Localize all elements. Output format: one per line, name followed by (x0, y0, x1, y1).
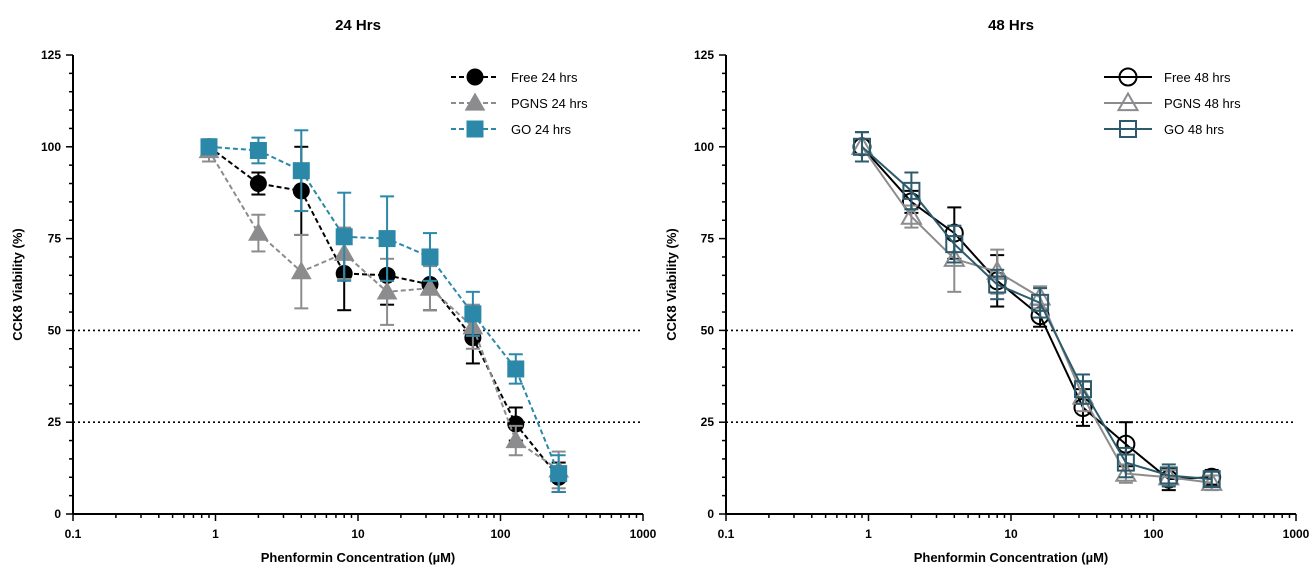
legend-label: GO 48 hrs (1164, 122, 1224, 137)
y-axis-label: CCK8 Viability (%) (10, 228, 25, 340)
data-point (1073, 380, 1092, 399)
data-point (900, 205, 923, 225)
x-tick-label: 10 (1004, 527, 1018, 541)
legend-label: Free 48 hrs (1164, 70, 1231, 85)
data-point (421, 248, 439, 266)
x-tick-label: 1 (212, 527, 219, 541)
chart-title: 48 Hrs (988, 17, 1034, 34)
y-axis-label: CCK8 Viability (%) (664, 228, 679, 340)
y-tick-label: 0 (54, 507, 61, 521)
y-tick-label: 125 (694, 48, 714, 62)
data-point (507, 360, 525, 378)
x-axis-label: Phenformin Concentration (µM) (261, 550, 456, 565)
data-point (505, 430, 527, 449)
legend-marker (1116, 91, 1140, 112)
data-point (249, 175, 267, 193)
data-point (1200, 471, 1223, 491)
data-point (902, 181, 921, 200)
data-point (1202, 470, 1221, 489)
x-tick-label: 1 (865, 527, 872, 541)
legend-entry: Free 24 hrs (451, 68, 578, 86)
y-tick-label: 100 (694, 140, 714, 154)
legend-entry: PGNS 24 hrs (451, 92, 588, 111)
series-go-24-hrs (200, 129, 568, 493)
chart-title: 24 Hrs (335, 17, 381, 34)
legend-label: GO 24 hrs (511, 122, 571, 137)
legend-label: PGNS 24 hrs (511, 96, 588, 111)
chart-panel-48hrs: 48 Hrs 0 25 50 75 100 125 0.1 1 10 100 1000 Phenform… (664, 17, 1310, 565)
y-tick-label: 75 (701, 232, 715, 246)
legend-entry: GO 24 hrs (451, 120, 571, 138)
series-line (861, 146, 1212, 484)
data-point (945, 235, 964, 254)
x-tick-label: 0.1 (65, 527, 82, 541)
data-point (200, 138, 218, 156)
y-tick-label: 25 (48, 415, 62, 429)
data-point (335, 228, 353, 246)
legend-label: PGNS 48 hrs (1164, 96, 1241, 111)
legend-marker (466, 68, 484, 86)
series-line (861, 146, 1212, 481)
series-go-48-hrs (852, 131, 1221, 489)
legend-entry: GO 48 hrs (1104, 120, 1224, 138)
data-point (1159, 466, 1178, 485)
data-point (1031, 293, 1050, 312)
data-point (852, 137, 871, 156)
x-axis-label: Phenformin Concentration (µM) (914, 550, 1109, 565)
data-point (378, 230, 396, 248)
y-tick-label: 50 (48, 323, 62, 337)
y-tick-label: 25 (701, 415, 715, 429)
data-point (249, 141, 267, 159)
data-point (1116, 453, 1135, 472)
legend-marker (466, 120, 484, 138)
y-tick-label: 50 (701, 323, 715, 337)
x-tick-label: 100 (1143, 527, 1163, 541)
y-tick-label: 100 (41, 140, 61, 154)
x-tick-label: 0.1 (718, 527, 735, 541)
y-tick-label: 125 (41, 48, 61, 62)
x-tick-label: 10 (351, 527, 365, 541)
legend-marker (1118, 67, 1138, 87)
x-tick-label: 1000 (630, 527, 657, 541)
data-point (248, 222, 269, 241)
data-point (464, 305, 482, 323)
data-point (988, 275, 1007, 294)
x-tick-label: 100 (490, 527, 510, 541)
data-point (292, 162, 310, 180)
legend-entry: PGNS 48 hrs (1104, 91, 1241, 112)
legend-marker (1119, 120, 1137, 138)
legend-label: Free 24 hrs (511, 70, 578, 85)
data-point (550, 465, 568, 483)
x-tick-label: 1000 (1283, 527, 1310, 541)
data-point (419, 277, 441, 296)
y-tick-label: 0 (707, 507, 714, 521)
legend-marker (464, 92, 486, 111)
legend-entry: Free 48 hrs (1104, 67, 1231, 87)
data-point (1114, 462, 1138, 482)
data-point (376, 281, 398, 300)
y-tick-label: 75 (48, 232, 62, 246)
chart-panel-24hrs: 24 Hrs 0 25 50 75 100 125 0.1 1 10 100 1000 Phenform… (10, 17, 657, 565)
data-point (943, 247, 966, 267)
series-pgns-24-hrs (198, 138, 570, 490)
data-point (290, 261, 312, 280)
